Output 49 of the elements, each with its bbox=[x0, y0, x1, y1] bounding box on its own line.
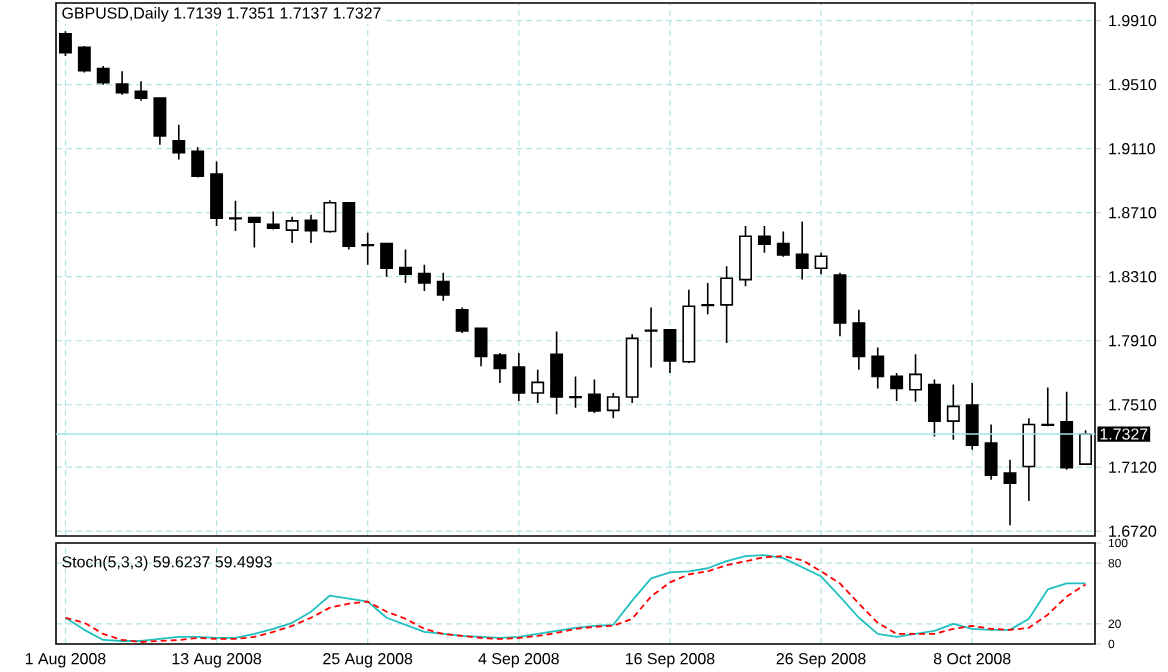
candlestick bbox=[927, 378, 941, 438]
candlestick bbox=[890, 372, 904, 402]
candlestick bbox=[946, 383, 960, 441]
candlestick bbox=[436, 272, 450, 302]
candlestick bbox=[266, 210, 280, 231]
candlestick bbox=[871, 346, 885, 390]
candlestick bbox=[701, 282, 715, 316]
candlestick bbox=[644, 306, 658, 369]
candlestick bbox=[833, 272, 847, 338]
candlestick bbox=[210, 160, 224, 227]
candlestick bbox=[531, 368, 545, 404]
candlestick bbox=[512, 352, 526, 402]
candlestick bbox=[1022, 417, 1036, 502]
candlestick bbox=[191, 146, 205, 179]
candlestick bbox=[342, 201, 356, 251]
candlestick bbox=[361, 232, 375, 266]
candlestick bbox=[814, 252, 828, 276]
candlestick bbox=[417, 264, 431, 292]
candlestick bbox=[587, 378, 601, 414]
candlestick bbox=[285, 216, 299, 244]
candlestick bbox=[380, 242, 394, 278]
candlestick bbox=[493, 352, 507, 384]
candlestick bbox=[134, 80, 148, 102]
candlestick bbox=[96, 65, 110, 86]
candlestick bbox=[172, 124, 186, 161]
candlestick bbox=[776, 230, 790, 258]
candlestick bbox=[115, 70, 129, 96]
candlestick bbox=[550, 330, 564, 416]
candlestick bbox=[795, 220, 809, 281]
candlestick bbox=[984, 423, 998, 481]
candlestick bbox=[1003, 459, 1017, 527]
candlestick bbox=[757, 225, 771, 254]
candlestick bbox=[625, 333, 639, 404]
candlestick bbox=[682, 288, 696, 364]
candlestick bbox=[720, 265, 734, 344]
candlestick bbox=[852, 308, 866, 371]
candlestick bbox=[77, 45, 91, 74]
candlestick bbox=[1041, 386, 1055, 428]
candlestick bbox=[304, 213, 318, 244]
candlestick bbox=[606, 392, 620, 420]
candlestick bbox=[323, 199, 337, 234]
candlestick bbox=[1060, 390, 1074, 471]
candlestick bbox=[153, 96, 167, 146]
candlestick bbox=[965, 382, 979, 451]
candlestick bbox=[909, 353, 922, 403]
candlestick bbox=[474, 326, 488, 368]
candlestick bbox=[663, 328, 677, 374]
candlestick bbox=[739, 225, 752, 288]
candlestick bbox=[455, 306, 469, 334]
